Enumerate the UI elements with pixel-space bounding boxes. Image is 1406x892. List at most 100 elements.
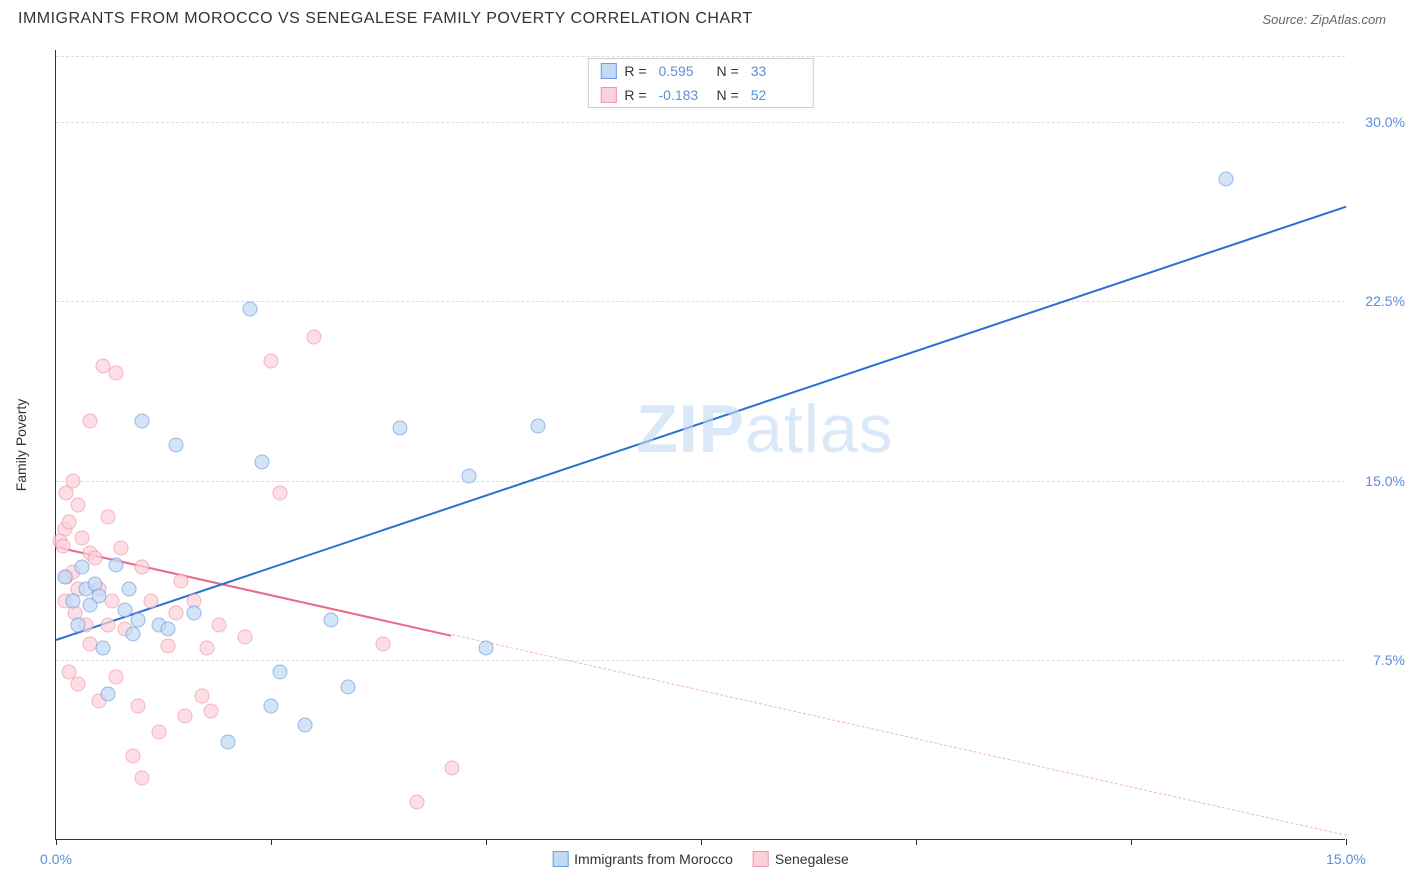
data-point	[135, 560, 150, 575]
y-tick-label: 22.5%	[1365, 293, 1405, 309]
trend-line	[451, 634, 1346, 837]
data-point	[152, 725, 167, 740]
data-point	[100, 509, 115, 524]
y-tick-label: 30.0%	[1365, 114, 1405, 130]
legend-label-blue: Immigrants from Morocco	[574, 851, 733, 867]
legend-item-blue: Immigrants from Morocco	[552, 851, 733, 867]
data-point	[160, 622, 175, 637]
data-point	[242, 301, 257, 316]
data-point	[92, 588, 107, 603]
r-label: R =	[624, 63, 646, 79]
data-point	[135, 770, 150, 785]
x-tick	[1346, 839, 1347, 845]
series-legend: Immigrants from Morocco Senegalese	[552, 851, 849, 867]
data-point	[264, 698, 279, 713]
data-point	[479, 641, 494, 656]
grid-line	[56, 56, 1345, 57]
data-point	[100, 686, 115, 701]
data-point	[324, 612, 339, 627]
data-point	[70, 497, 85, 512]
data-point	[375, 636, 390, 651]
data-point	[61, 514, 76, 529]
data-point	[70, 617, 85, 632]
data-point	[74, 531, 89, 546]
r-value-blue: 0.595	[659, 63, 709, 79]
legend-swatch-pink	[753, 851, 769, 867]
data-point	[238, 629, 253, 644]
data-point	[100, 617, 115, 632]
data-point	[272, 665, 287, 680]
x-tick	[916, 839, 917, 845]
grid-line	[56, 481, 1345, 482]
x-tick	[56, 839, 57, 845]
data-point	[126, 749, 141, 764]
legend-label-pink: Senegalese	[775, 851, 849, 867]
grid-line	[56, 660, 1345, 661]
data-point	[83, 414, 98, 429]
correlation-legend: R = 0.595 N = 33 R = -0.183 N = 52	[587, 58, 813, 108]
data-point	[272, 485, 287, 500]
data-point	[178, 708, 193, 723]
legend-item-pink: Senegalese	[753, 851, 849, 867]
data-point	[87, 550, 102, 565]
source-label: Source: ZipAtlas.com	[1262, 12, 1386, 27]
data-point	[143, 593, 158, 608]
grid-line	[56, 122, 1345, 123]
data-point	[298, 718, 313, 733]
data-point	[109, 557, 124, 572]
data-point	[221, 734, 236, 749]
data-point	[1218, 172, 1233, 187]
data-point	[96, 641, 111, 656]
y-axis-title: Family Poverty	[13, 398, 29, 491]
data-point	[55, 538, 70, 553]
x-tick-label: 0.0%	[40, 851, 72, 867]
chart-title: IMMIGRANTS FROM MOROCCO VS SENEGALESE FA…	[18, 10, 753, 28]
data-point	[74, 560, 89, 575]
x-tick	[486, 839, 487, 845]
n-label: N =	[717, 87, 739, 103]
data-point	[255, 454, 270, 469]
data-point	[126, 627, 141, 642]
data-point	[66, 593, 81, 608]
data-point	[186, 605, 201, 620]
legend-row-blue: R = 0.595 N = 33	[588, 59, 812, 83]
data-point	[109, 670, 124, 685]
x-tick	[701, 839, 702, 845]
data-point	[199, 641, 214, 656]
scatter-chart: Family Poverty R = 0.595 N = 33 R = -0.1…	[55, 50, 1345, 840]
y-tick-label: 15.0%	[1365, 473, 1405, 489]
data-point	[195, 689, 210, 704]
data-point	[444, 761, 459, 776]
legend-swatch-blue	[552, 851, 568, 867]
data-point	[135, 414, 150, 429]
data-point	[169, 605, 184, 620]
data-point	[530, 418, 545, 433]
data-point	[212, 617, 227, 632]
r-value-pink: -0.183	[659, 87, 709, 103]
n-value-blue: 33	[751, 63, 801, 79]
data-point	[169, 438, 184, 453]
r-label: R =	[624, 87, 646, 103]
data-point	[160, 639, 175, 654]
data-point	[264, 354, 279, 369]
data-point	[57, 569, 72, 584]
legend-row-pink: R = -0.183 N = 52	[588, 83, 812, 107]
data-point	[307, 330, 322, 345]
x-tick-label: 15.0%	[1326, 851, 1366, 867]
data-point	[173, 574, 188, 589]
n-value-pink: 52	[751, 87, 801, 103]
n-label: N =	[717, 63, 739, 79]
data-point	[410, 794, 425, 809]
legend-swatch-blue	[600, 63, 616, 79]
y-tick-label: 7.5%	[1373, 652, 1405, 668]
data-point	[341, 679, 356, 694]
x-tick	[1131, 839, 1132, 845]
data-point	[130, 612, 145, 627]
data-point	[113, 540, 128, 555]
data-point	[393, 421, 408, 436]
data-point	[130, 698, 145, 713]
data-point	[203, 703, 218, 718]
x-tick	[271, 839, 272, 845]
data-point	[109, 366, 124, 381]
legend-swatch-pink	[600, 87, 616, 103]
